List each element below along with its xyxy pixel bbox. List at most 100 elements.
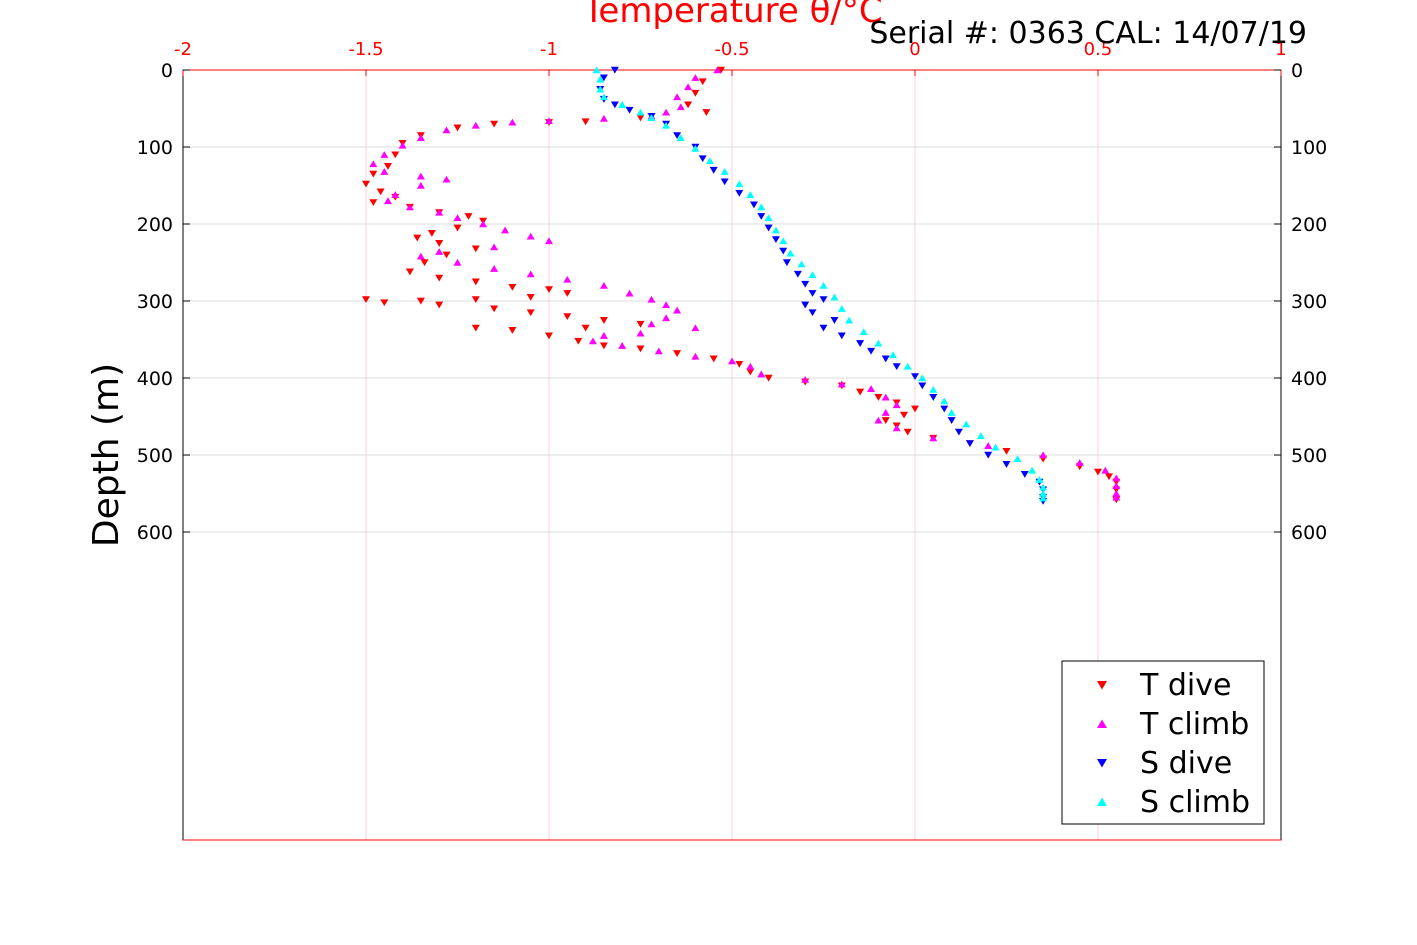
- s-climb-point: [837, 305, 846, 312]
- t-climb-point: [881, 409, 890, 416]
- s-climb-point: [808, 271, 817, 279]
- y-axis-label: Depth (m): [86, 363, 127, 547]
- s-climb-point: [929, 385, 938, 393]
- s-climb-point: [976, 432, 985, 439]
- t-dive-point: [636, 320, 645, 328]
- t-climb-point: [746, 362, 755, 370]
- x-tick-label: 0: [909, 39, 920, 60]
- s-dive-point: [808, 309, 817, 317]
- t-dive-point: [717, 66, 726, 74]
- t-climb-point: [647, 320, 656, 328]
- t-dive-point: [581, 324, 590, 332]
- t-dive-point: [1002, 447, 1011, 455]
- s-climb-point: [746, 191, 755, 198]
- t-climb-point: [435, 248, 444, 255]
- t-climb-point: [383, 197, 392, 205]
- t-climb-point: [691, 74, 700, 81]
- t-climb-point: [479, 220, 488, 228]
- s-dive-point: [749, 201, 758, 209]
- s-dive-point: [801, 280, 810, 288]
- legend-marker-t-dive: [1097, 681, 1107, 690]
- t-dive-point: [369, 170, 378, 178]
- s-dive-point: [965, 440, 974, 448]
- t-dive-point: [416, 297, 425, 305]
- t-climb-point: [369, 160, 378, 168]
- s-dive-point: [984, 451, 993, 459]
- t-climb-point: [929, 434, 938, 442]
- t-dive-point: [490, 120, 499, 128]
- s-dive-point: [837, 332, 846, 340]
- s-climb-point: [903, 362, 912, 370]
- t-climb-point: [508, 118, 517, 126]
- t-climb-point: [405, 203, 414, 211]
- legend-label-t-dive: T dive: [1139, 668, 1231, 703]
- t-dive-point: [574, 337, 583, 345]
- t-climb-point: [984, 442, 993, 449]
- legend-marker-s-dive: [1097, 759, 1107, 768]
- y-tick-label-left: 100: [137, 137, 173, 159]
- y-tick-label-right: 100: [1291, 137, 1327, 159]
- serial-cal-label: Serial #: 0363 CAL: 14/07/19: [869, 16, 1307, 51]
- t-climb-point: [416, 181, 425, 189]
- s-climb-point: [720, 168, 729, 175]
- y-tick-label-right: 600: [1291, 522, 1327, 544]
- y-tick-label-left: 400: [137, 368, 173, 390]
- legend-marker-s-climb: [1097, 797, 1107, 806]
- t-climb-point: [545, 237, 553, 245]
- t-dive-point: [563, 313, 572, 320]
- s-climb-point: [1035, 476, 1044, 483]
- s-dive-point: [793, 270, 802, 278]
- t-climb-point: [1112, 482, 1121, 489]
- s-climb-point: [786, 249, 795, 257]
- t-climb-point: [416, 172, 425, 180]
- s-climb-point: [676, 134, 685, 141]
- t-dive-point: [1104, 473, 1113, 481]
- t-climb-point: [662, 314, 671, 322]
- t-climb-point: [380, 151, 389, 158]
- s-dive-point: [1002, 461, 1011, 468]
- t-climb-point: [801, 375, 810, 383]
- t-dive-point: [856, 388, 865, 396]
- s-dive-point: [954, 428, 963, 436]
- t-dive-point: [684, 101, 693, 109]
- t-dive-point: [471, 324, 480, 332]
- x-tick-label: -0.5: [714, 39, 749, 60]
- t-dive-point: [746, 368, 755, 376]
- t-climb-point: [691, 324, 700, 332]
- y-tick-label-right: 200: [1291, 214, 1327, 236]
- s-climb-point: [735, 180, 744, 188]
- y-tick-label-left: 0: [161, 60, 173, 82]
- s-dive-point: [764, 224, 773, 232]
- t-climb-point: [490, 265, 499, 272]
- legend-label-s-climb: S climb: [1140, 785, 1250, 820]
- t-dive-point: [709, 355, 718, 363]
- t-dive-point: [698, 78, 707, 86]
- t-dive-point: [427, 230, 436, 237]
- t-dive-point: [636, 114, 645, 122]
- t-climb-point: [881, 393, 890, 401]
- s-climb-point: [599, 93, 608, 101]
- s-climb-point: [1039, 494, 1048, 502]
- t-dive-point: [691, 89, 700, 97]
- legend-marker-t-climb: [1097, 719, 1107, 728]
- s-climb-point: [947, 409, 956, 416]
- t-dive-point: [471, 296, 480, 304]
- s-climb-point: [691, 144, 700, 152]
- y-tick-label-left: 500: [137, 445, 173, 467]
- t-climb-point: [673, 306, 682, 314]
- t-climb-point: [684, 83, 693, 91]
- s-climb-point: [889, 351, 898, 359]
- t-climb-point: [892, 401, 901, 409]
- s-climb-point: [1013, 455, 1022, 463]
- s-climb-point: [706, 157, 715, 165]
- s-dive-point: [709, 166, 718, 174]
- t-climb-point: [453, 258, 462, 266]
- t-climb-point: [625, 289, 634, 297]
- t-climb-point: [599, 332, 608, 339]
- s-dive-point: [856, 340, 865, 347]
- t-dive-point: [599, 317, 608, 324]
- s-climb-point: [662, 121, 671, 129]
- t-dive-point: [420, 259, 429, 267]
- t-climb-point: [1101, 466, 1110, 474]
- t-climb-point: [654, 347, 663, 355]
